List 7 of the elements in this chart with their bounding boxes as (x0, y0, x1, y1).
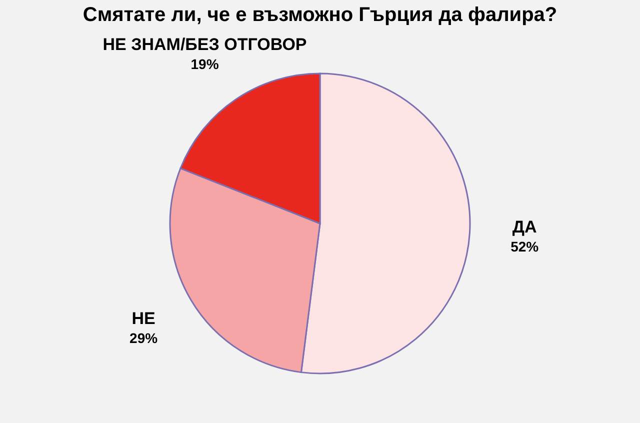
data-label: 29% (130, 330, 158, 346)
data-label: 19% (190, 56, 220, 72)
chart-title: Смятате ли, че е възможно Гърция да фалира? (82, 4, 558, 26)
slice-label: НЕ ЗНАМ/БЕЗ ОТГОВОР (102, 34, 307, 54)
data-label: 52% (510, 238, 540, 254)
slice-label: НЕ (132, 308, 156, 328)
slice-label: ДА (512, 217, 537, 236)
